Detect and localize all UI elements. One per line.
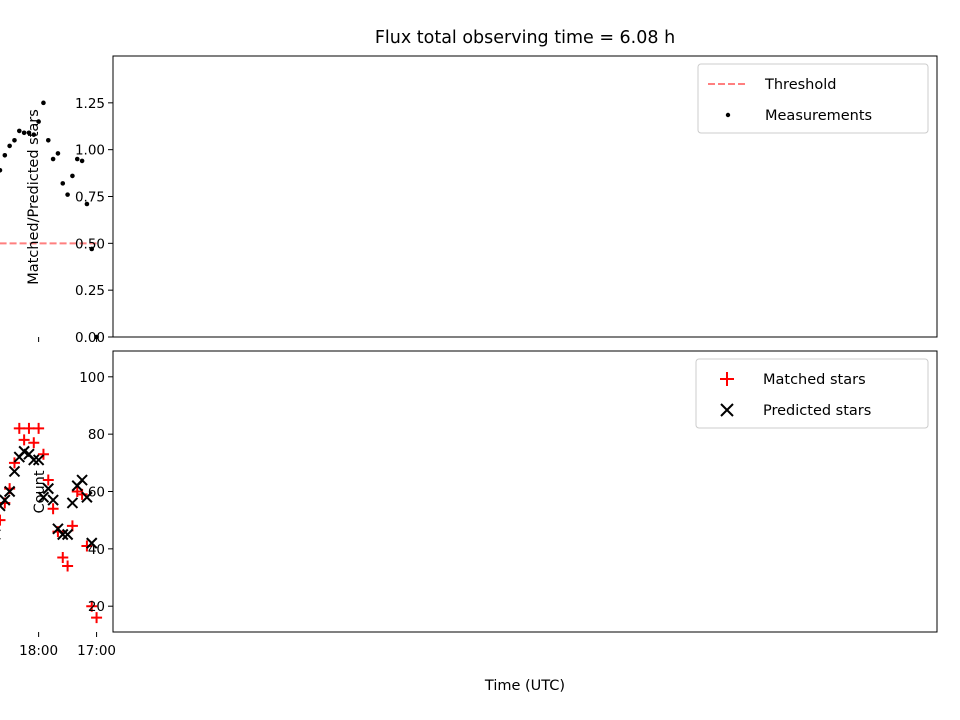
top-panel: 0.00 0.25 0.50 0.75 1.00 1.25 Flux total obse… — [0, 28, 938, 346]
measurement-point — [16, 128, 22, 134]
matched-star-marker — [86, 600, 98, 612]
x-tick-label: 17:00 — [77, 643, 116, 659]
legend-predicted-label: Predicted stars — [763, 403, 871, 419]
top-x-ticks — [38, 337, 98, 342]
bottom-y-ticks: 20 40 60 80 100 — [79, 370, 113, 615]
matched-star-marker — [57, 551, 69, 563]
measurement-point — [45, 138, 51, 143]
measurement-point — [31, 132, 37, 137]
predicted-star-marker — [47, 494, 59, 506]
top-y-ticks: 0.00 0.25 0.50 0.75 1.00 1.25 — [75, 96, 113, 346]
legend-matched-marker — [720, 372, 734, 386]
predicted-star-marker — [66, 497, 79, 509]
measurement-point — [60, 181, 66, 186]
legend-measurements-marker — [725, 112, 731, 118]
measurement-point — [74, 156, 80, 162]
predicted-star-marker — [52, 523, 64, 535]
bottom-legend: Matched stars Predicted stars — [695, 358, 929, 429]
x-tick-label: 18:00 — [19, 643, 58, 659]
bottom-x-ticks: 17:0018:0019:0020:0021:0022:0023:0000:00… — [0, 632, 116, 659]
y-tick-label: 60 — [88, 485, 105, 501]
predicted-star-marker — [86, 537, 98, 549]
y-tick-label: 0.75 — [75, 190, 105, 206]
predicted-star-marker — [13, 451, 26, 463]
predicted-star-marker — [32, 454, 45, 466]
measurement-point — [55, 151, 61, 156]
top-legend-box — [697, 63, 929, 134]
y-tick-label: 40 — [88, 542, 105, 558]
matched-star-marker — [8, 457, 20, 469]
top-y-axis-label: Matched/Predicted stars — [26, 109, 42, 285]
legend-measurements-label: Measurements — [765, 108, 872, 124]
matched-star-marker — [28, 437, 40, 449]
measurement-point — [84, 201, 90, 207]
predicted-star-marker — [42, 482, 54, 495]
chart-title: Flux total observing time = 6.08 h — [375, 28, 675, 48]
bottom-legend-box — [695, 358, 929, 429]
legend-threshold-label: Threshold — [764, 77, 836, 93]
measurement-point — [21, 130, 27, 136]
bottom-y-axis-label: Count — [32, 470, 48, 513]
predicted-star-marker — [8, 465, 21, 478]
measurement-point — [12, 138, 17, 143]
matched-star-marker — [37, 448, 49, 460]
matched-star-marker — [18, 434, 30, 446]
measurement-point — [65, 192, 70, 197]
measurement-point — [79, 158, 85, 164]
measurement-point — [89, 246, 95, 252]
y-tick-label: 20 — [88, 599, 105, 615]
matched-star-marker — [23, 422, 35, 434]
matched-star-marker — [81, 540, 93, 552]
predicted-stars-points — [0, 445, 98, 549]
y-tick-label: 100 — [79, 370, 105, 386]
y-tick-label: 0.25 — [75, 283, 105, 299]
matched-star-marker — [62, 560, 74, 572]
measurement-point — [36, 119, 41, 124]
x-axis-label: Time (UTC) — [484, 678, 565, 694]
predicted-star-marker — [61, 528, 74, 541]
top-panel-frame — [112, 55, 938, 338]
predicted-star-marker — [0, 500, 6, 512]
predicted-star-marker — [37, 491, 50, 503]
y-tick-label: 1.00 — [75, 143, 105, 159]
y-tick-label: 80 — [88, 427, 105, 443]
measurement-point — [70, 173, 75, 179]
y-tick-label: 0.00 — [75, 330, 105, 346]
y-tick-label: 0.50 — [75, 236, 105, 252]
y-tick-label: 1.25 — [75, 96, 105, 112]
predicted-star-marker — [81, 491, 93, 503]
measurements-points — [0, 100, 99, 340]
matched-star-marker — [13, 422, 25, 434]
legend-matched-label: Matched stars — [763, 372, 866, 388]
matched-star-marker — [42, 474, 54, 486]
measurement-point — [2, 152, 8, 158]
top-legend: Threshold Measurements — [697, 63, 929, 134]
measurement-point — [41, 100, 46, 106]
bottom-panel-frame — [112, 350, 938, 633]
matched-star-marker — [47, 503, 59, 515]
matched-star-marker — [91, 612, 103, 624]
legend-predicted-marker — [720, 403, 734, 417]
matched-star-marker — [33, 422, 45, 434]
measurement-point — [0, 167, 3, 173]
measurement-point — [7, 143, 12, 149]
predicted-star-marker — [71, 480, 83, 492]
measurement-point — [26, 130, 32, 136]
measurement-point — [50, 156, 56, 162]
predicted-star-marker — [3, 485, 16, 498]
matched-star-marker — [0, 514, 6, 526]
matched-star-marker — [71, 486, 83, 497]
